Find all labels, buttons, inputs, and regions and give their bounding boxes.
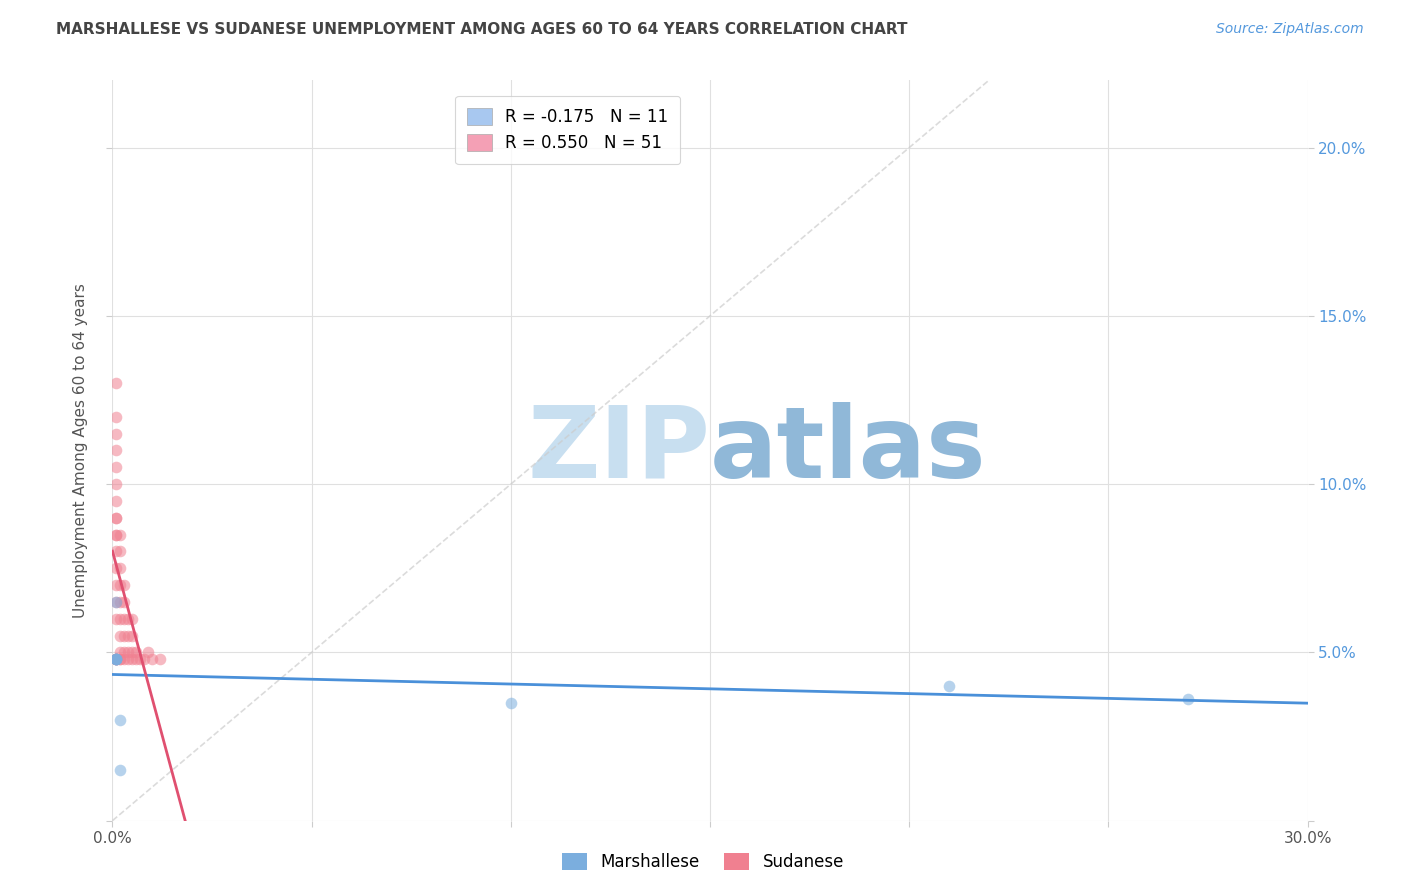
- Y-axis label: Unemployment Among Ages 60 to 64 years: Unemployment Among Ages 60 to 64 years: [73, 283, 89, 618]
- Legend: Marshallese, Sudanese: Marshallese, Sudanese: [554, 845, 852, 880]
- Point: [105, 376, 128, 391]
- Point: [129, 652, 152, 666]
- Point: [105, 527, 128, 541]
- Point: [110, 578, 132, 592]
- Point: [117, 612, 139, 626]
- Point: [121, 612, 143, 626]
- Point: [110, 652, 132, 666]
- Point: [105, 510, 128, 524]
- Point: [125, 652, 148, 666]
- Point: [105, 578, 128, 592]
- Point: [125, 645, 148, 659]
- Point: [114, 612, 135, 626]
- Point: [114, 628, 135, 642]
- Point: [110, 527, 132, 541]
- Text: Source: ZipAtlas.com: Source: ZipAtlas.com: [1216, 22, 1364, 37]
- Point: [105, 652, 128, 666]
- Point: [105, 652, 128, 666]
- Point: [105, 652, 128, 666]
- Point: [134, 652, 156, 666]
- Point: [105, 426, 128, 441]
- Point: [105, 460, 128, 475]
- Point: [105, 652, 128, 666]
- Point: [114, 652, 135, 666]
- Text: MARSHALLESE VS SUDANESE UNEMPLOYMENT AMONG AGES 60 TO 64 YEARS CORRELATION CHART: MARSHALLESE VS SUDANESE UNEMPLOYMENT AMO…: [56, 22, 908, 37]
- Point: [110, 652, 132, 666]
- Text: ZIP: ZIP: [527, 402, 710, 499]
- Point: [121, 645, 143, 659]
- Point: [149, 652, 172, 666]
- Point: [114, 578, 135, 592]
- Point: [114, 645, 135, 659]
- Point: [105, 544, 128, 558]
- Point: [105, 652, 128, 666]
- Point: [105, 409, 128, 424]
- Text: atlas: atlas: [710, 402, 987, 499]
- Point: [105, 652, 128, 666]
- Point: [105, 510, 128, 524]
- Point: [105, 443, 128, 458]
- Point: [110, 628, 132, 642]
- Point: [117, 628, 139, 642]
- Point: [121, 628, 143, 642]
- Point: [110, 645, 132, 659]
- Point: [105, 561, 128, 575]
- Point: [141, 652, 163, 666]
- Point: [105, 612, 128, 626]
- Point: [938, 679, 960, 693]
- Legend: R = -0.175   N = 11, R = 0.550   N = 51: R = -0.175 N = 11, R = 0.550 N = 51: [456, 96, 681, 164]
- Point: [121, 652, 143, 666]
- Point: [110, 544, 132, 558]
- Point: [110, 595, 132, 609]
- Point: [105, 652, 128, 666]
- Point: [110, 713, 132, 727]
- Point: [105, 595, 128, 609]
- Point: [1177, 692, 1199, 706]
- Point: [105, 477, 128, 491]
- Point: [105, 595, 128, 609]
- Point: [110, 561, 132, 575]
- Point: [105, 652, 128, 666]
- Point: [110, 612, 132, 626]
- Point: [499, 696, 522, 710]
- Point: [117, 652, 139, 666]
- Point: [117, 645, 139, 659]
- Point: [138, 645, 160, 659]
- Point: [105, 527, 128, 541]
- Point: [105, 652, 128, 666]
- Point: [105, 494, 128, 508]
- Point: [114, 595, 135, 609]
- Point: [110, 763, 132, 777]
